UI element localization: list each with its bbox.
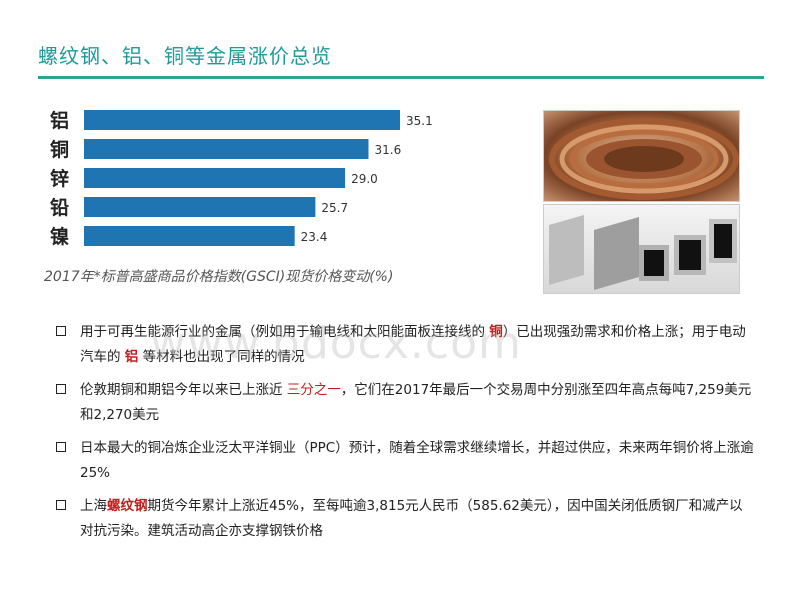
data-label: 31.6 (374, 143, 401, 157)
chart-caption: 2017年*标普高盛商品价格指数(GSCI)现货价格变动(%) (44, 269, 394, 285)
data-label: 25.7 (321, 201, 348, 215)
bullet-text: 三分之一 (286, 382, 341, 398)
data-label: 29.0 (351, 172, 378, 186)
bullet-text: 伦敦期铜和期铝今年以来已上涨近 (80, 382, 287, 398)
page-title: 螺纹钢、铝、铜等金属涨价总览 (38, 44, 332, 68)
bullet-item: 日本最大的铜冶炼企业泛太平洋铜业（PPC）预计，随着全球需求继续增长，并超过供应… (56, 436, 756, 486)
category-label: 铅 (50, 196, 69, 219)
bullet-box-icon (56, 326, 66, 336)
bullet-text: 上海 (80, 498, 107, 514)
bullet-text: 期货今年累计上涨近45%，至每吨逾3,815元人民币（585.62美元），因中国… (80, 498, 743, 539)
bullet-item: 伦敦期铜和期铝今年以来已上涨近 三分之一，它们在2017年最后一个交易周中分别涨… (56, 378, 756, 428)
bullet-text: 日本最大的铜冶炼企业泛太平洋铜业（PPC）预计，随着全球需求继续增长，并超过供应… (80, 440, 754, 481)
bar (84, 168, 346, 188)
bullet-item: 上海螺纹钢期货今年累计上涨近45%，至每吨逾3,815元人民币（585.62美元… (56, 494, 756, 544)
bar (84, 197, 316, 217)
steel-square-tubes-photo (543, 204, 740, 294)
data-label: 23.4 (301, 230, 328, 244)
bullet-list: 用于可再生能源行业的金属（例如用于输电线和太阳能面板连接线的 铜）已出现强劲需求… (56, 320, 756, 552)
bullet-text: 铝 (124, 349, 139, 365)
category-label: 铝 (50, 109, 69, 132)
data-label: 35.1 (406, 114, 433, 128)
bar-chart-svg: 铝 35.1 铜 31.6 锌 29.0 铅 25.7 镍 23.4 (50, 109, 433, 248)
bullet-box-icon (56, 442, 66, 452)
bullet-text: ，它们在2017年最后一个交易周中分别涨至四年高点每吨7,259美元和2,270… (80, 382, 752, 423)
category-label: 铜 (50, 138, 69, 161)
bullet-box-icon (56, 384, 66, 394)
title-divider (38, 76, 764, 79)
bullet-box-icon (56, 500, 66, 510)
bar-chart: 铝 35.1 铜 31.6 锌 29.0 铅 25.7 镍 23.4 (40, 100, 520, 292)
category-label: 镍 (50, 225, 69, 248)
category-label: 锌 (50, 167, 69, 190)
bar (84, 139, 369, 159)
bar (84, 110, 400, 130)
copper-coil-photo (543, 110, 740, 202)
bullet-text: 等材料也出现了同样的情况 (138, 349, 305, 365)
bullet-text: 螺纹钢 (107, 498, 148, 514)
bullet-text: ）已出现强劲需求和价格上涨；用于电动汽车的 (80, 324, 746, 365)
steel-tubes-illustration (549, 215, 737, 290)
bullet-text: 用于可再生能源行业的金属（例如用于输电线和太阳能面板连接线的 (80, 324, 490, 340)
bullet-text: 铜 (489, 324, 503, 340)
copper-coil-illustration (549, 118, 739, 200)
bar (84, 226, 295, 246)
bullet-item: 用于可再生能源行业的金属（例如用于输电线和太阳能面板连接线的 铜）已出现强劲需求… (56, 320, 756, 370)
